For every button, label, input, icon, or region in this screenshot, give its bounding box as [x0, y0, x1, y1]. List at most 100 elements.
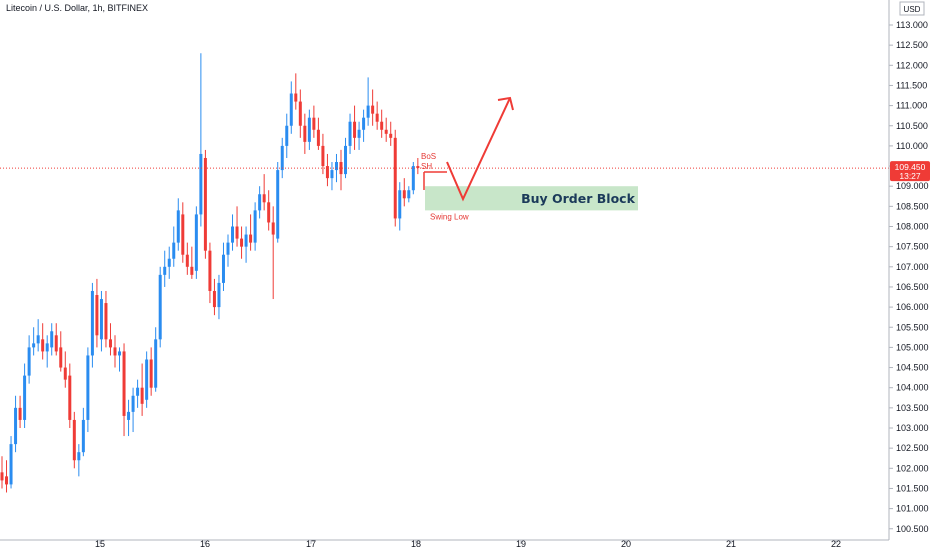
order-block-zone[interactable]: [425, 186, 638, 211]
candle-body[interactable]: [14, 407, 18, 445]
candle-body[interactable]: [240, 238, 244, 247]
buy-order-block[interactable]: Buy Order Block: [425, 186, 638, 211]
candle-body[interactable]: [50, 331, 54, 348]
candle-body[interactable]: [398, 190, 402, 219]
candle-body[interactable]: [235, 226, 239, 239]
candle-body[interactable]: [375, 113, 379, 122]
candle-body[interactable]: [127, 411, 131, 420]
candle-body[interactable]: [384, 129, 388, 134]
candle-body[interactable]: [18, 407, 22, 420]
candle-body[interactable]: [41, 339, 45, 352]
candle-body[interactable]: [181, 214, 185, 255]
candle-body[interactable]: [108, 339, 112, 348]
candle-body[interactable]: [267, 202, 271, 223]
candle-body[interactable]: [154, 339, 158, 388]
candle-body[interactable]: [81, 419, 85, 453]
candle-body[interactable]: [262, 194, 266, 203]
candle-body[interactable]: [389, 133, 393, 138]
candle-body[interactable]: [276, 170, 280, 239]
candle-body[interactable]: [217, 282, 221, 308]
time-axis[interactable]: 15 16 17 18 19 20 21 22: [0, 539, 889, 549]
candle-body[interactable]: [285, 125, 289, 146]
candle-body[interactable]: [190, 266, 194, 275]
candle-body[interactable]: [208, 250, 212, 291]
candle-body[interactable]: [158, 274, 162, 340]
candle-body[interactable]: [90, 290, 94, 356]
candle-body[interactable]: [9, 444, 13, 485]
candle-body[interactable]: [348, 121, 352, 146]
candle-body[interactable]: [113, 347, 117, 356]
candle-body[interactable]: [99, 299, 103, 340]
candle-body[interactable]: [72, 419, 76, 461]
candle-body[interactable]: [68, 375, 72, 420]
candle-body[interactable]: [249, 234, 253, 243]
candle-body[interactable]: [140, 387, 144, 404]
candle-body[interactable]: [231, 226, 235, 243]
candle-body[interactable]: [32, 343, 36, 348]
candle-body[interactable]: [303, 125, 307, 142]
candle-body[interactable]: [5, 476, 9, 485]
candle-body[interactable]: [194, 214, 198, 271]
candle-body[interactable]: [339, 162, 343, 175]
candle-body[interactable]: [307, 117, 311, 142]
candle-body[interactable]: [353, 121, 357, 138]
currency-label[interactable]: USD: [899, 1, 925, 16]
candle-body[interactable]: [416, 166, 420, 169]
candle-body[interactable]: [172, 242, 176, 259]
candle-body[interactable]: [344, 145, 348, 175]
candle-body[interactable]: [199, 153, 203, 215]
candle-body[interactable]: [357, 129, 361, 138]
candle-body[interactable]: [294, 93, 298, 102]
candle-body[interactable]: [185, 254, 189, 267]
candle-body[interactable]: [145, 359, 149, 400]
candle-body[interactable]: [371, 105, 375, 114]
candle-body[interactable]: [203, 157, 207, 251]
candle-body[interactable]: [411, 166, 415, 191]
candle-body[interactable]: [226, 242, 230, 255]
candle-body[interactable]: [253, 210, 257, 243]
candle-body[interactable]: [330, 170, 334, 179]
candle-body[interactable]: [122, 351, 126, 416]
candle-body[interactable]: [334, 162, 338, 171]
candle-body[interactable]: [118, 351, 122, 356]
candle-body[interactable]: [289, 93, 293, 126]
candle-body[interactable]: [258, 194, 262, 211]
candle-body[interactable]: [321, 145, 325, 167]
candle-body[interactable]: [149, 359, 153, 388]
candle-body[interactable]: [23, 375, 27, 420]
currency-text: USD: [904, 5, 921, 14]
candle-body[interactable]: [45, 343, 49, 352]
candle-body[interactable]: [316, 129, 320, 146]
candle-body[interactable]: [393, 137, 397, 219]
candle-body[interactable]: [36, 335, 40, 344]
candle-body[interactable]: [163, 266, 167, 275]
candle-body[interactable]: [104, 303, 108, 340]
candle-body[interactable]: [95, 295, 99, 336]
candle-body[interactable]: [325, 166, 329, 179]
candle-body[interactable]: [312, 117, 316, 130]
candle-body[interactable]: [280, 145, 284, 171]
candle-body[interactable]: [271, 222, 275, 235]
candle-body[interactable]: [362, 117, 366, 130]
candle-body[interactable]: [380, 121, 384, 130]
candle-body[interactable]: [63, 367, 67, 380]
time-tick-label: 16: [200, 539, 210, 549]
candle-body[interactable]: [54, 335, 58, 352]
candle-body[interactable]: [402, 190, 406, 199]
candle-body[interactable]: [167, 258, 171, 267]
candle-body[interactable]: [366, 105, 370, 118]
candle-body[interactable]: [407, 190, 411, 199]
candle-body[interactable]: [59, 347, 63, 368]
candle-body[interactable]: [77, 452, 81, 461]
candle-body[interactable]: [176, 210, 180, 243]
candle-body[interactable]: [244, 234, 248, 247]
candle-body[interactable]: [212, 290, 216, 308]
candle-body[interactable]: [131, 395, 135, 412]
candle-body[interactable]: [221, 254, 225, 283]
candle-body[interactable]: [0, 472, 4, 481]
candle-body[interactable]: [86, 355, 90, 420]
candle-body[interactable]: [27, 347, 31, 376]
candle-body[interactable]: [298, 101, 302, 126]
candle-body[interactable]: [136, 387, 140, 396]
